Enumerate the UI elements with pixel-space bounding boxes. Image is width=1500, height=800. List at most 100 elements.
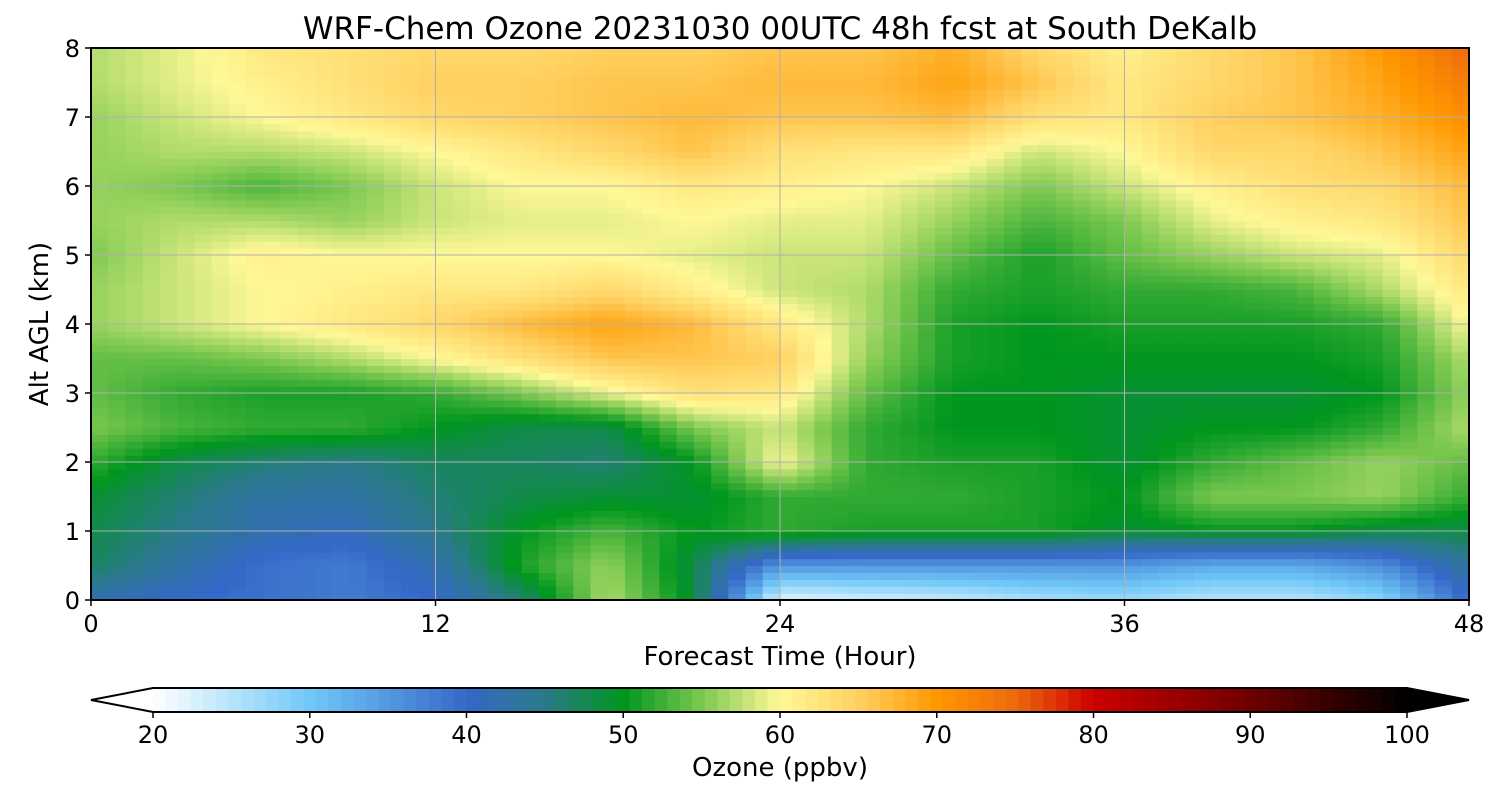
field-cell [1021,558,1039,567]
field-cell [745,468,764,477]
field-cell [177,172,195,180]
field-cell [711,427,729,435]
field-cell [142,544,161,553]
field-cell [1227,330,1246,339]
field-cell [521,199,540,208]
field-cell [1313,572,1332,580]
field-cell [745,413,764,422]
field-cell [659,172,678,180]
field-cell [177,386,195,394]
field-cell [1193,206,1212,215]
field-cell [676,565,695,573]
field-cell [1417,241,1436,249]
field-cell [1210,199,1229,208]
field-cell [91,558,109,567]
field-cell [1262,468,1281,477]
field-cell [711,399,729,408]
field-cell [1313,324,1332,332]
field-cell [401,393,419,401]
field-cell [1262,434,1281,442]
field-cell [1176,324,1194,332]
field-cell [1313,448,1332,456]
field-cell [435,544,454,553]
field-cell [1021,448,1039,456]
field-cell [383,296,402,304]
field-cell [297,399,316,408]
field-cell [1417,220,1436,228]
field-cell [263,303,282,311]
field-cell [780,462,798,470]
field-cell [332,441,350,449]
field-cell [986,448,1005,456]
field-cell [797,524,816,532]
field-cell [1021,289,1039,297]
field-cell [418,537,437,546]
field-cell [1245,427,1263,435]
field-cell [952,199,971,208]
field-cell [521,330,540,339]
field-cell [624,275,643,284]
field-cell [1107,213,1126,222]
field-cell [177,282,195,291]
field-cell [1296,330,1315,339]
field-cell [1193,372,1212,380]
field-cell [1227,365,1246,373]
field-cell [1090,448,1108,456]
field-cell [1262,462,1281,470]
field-cell [1158,531,1177,539]
field-cell [624,510,643,518]
field-cell [194,393,213,401]
field-cell [883,579,902,587]
field-cell [883,255,902,263]
field-cell [711,593,729,600]
field-cell [1003,462,1022,470]
field-cell [246,441,264,449]
field-cell [228,551,247,560]
field-cell [228,296,247,304]
field-cell [211,434,230,442]
field-cell [366,199,385,208]
field-cell [745,337,764,346]
field-cell [1434,510,1453,518]
field-cell [866,517,884,525]
field-cell [866,227,884,235]
field-cell [211,158,230,166]
field-cell [1158,544,1177,553]
field-cell [728,330,747,339]
field-cell [900,537,919,546]
field-cell [814,531,833,539]
field-cell [1279,503,1298,511]
field-cell [452,261,471,270]
field-cell [831,282,850,291]
field-cell [797,234,816,242]
field-cell [848,379,867,387]
field-cell [487,586,505,594]
field-cell [383,406,402,415]
field-cell [435,468,454,477]
field-cell [1434,393,1453,401]
field-cell [1417,510,1436,518]
field-cell [418,579,437,587]
field-cell [986,558,1005,567]
field-cell [917,282,936,291]
field-cell [1141,462,1160,470]
field-cell [1090,406,1108,415]
field-cell [228,586,247,594]
field-cell [108,220,127,228]
field-cell [487,303,505,311]
field-cell [314,503,333,511]
field-cell [1176,517,1194,525]
field-cell [607,586,626,594]
field-cell [1227,468,1246,477]
field-cell [711,503,729,511]
field-cell [711,337,729,346]
field-cell [487,310,505,318]
field-cell [986,358,1005,366]
field-cell [762,337,781,346]
field-cell [1210,448,1229,456]
field-cell [91,537,109,546]
field-cell [952,365,971,373]
field-cell [418,337,437,346]
field-cell [831,255,850,263]
field-cell [401,386,419,394]
